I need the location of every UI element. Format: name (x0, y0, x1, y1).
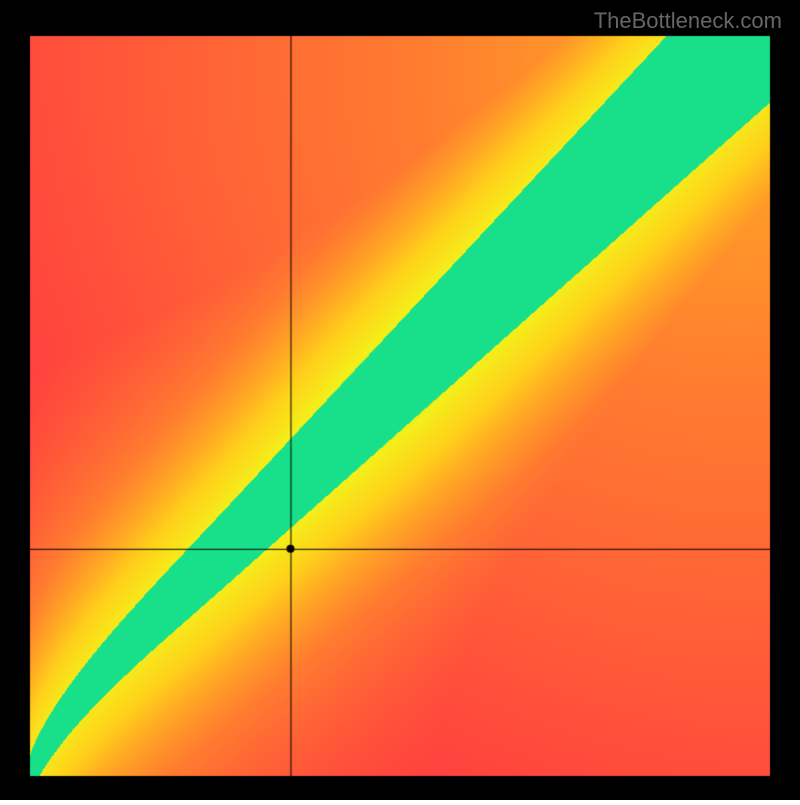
watermark-text: TheBottleneck.com (594, 8, 782, 34)
bottleneck-heatmap (0, 0, 800, 800)
heatmap-canvas (0, 0, 800, 800)
